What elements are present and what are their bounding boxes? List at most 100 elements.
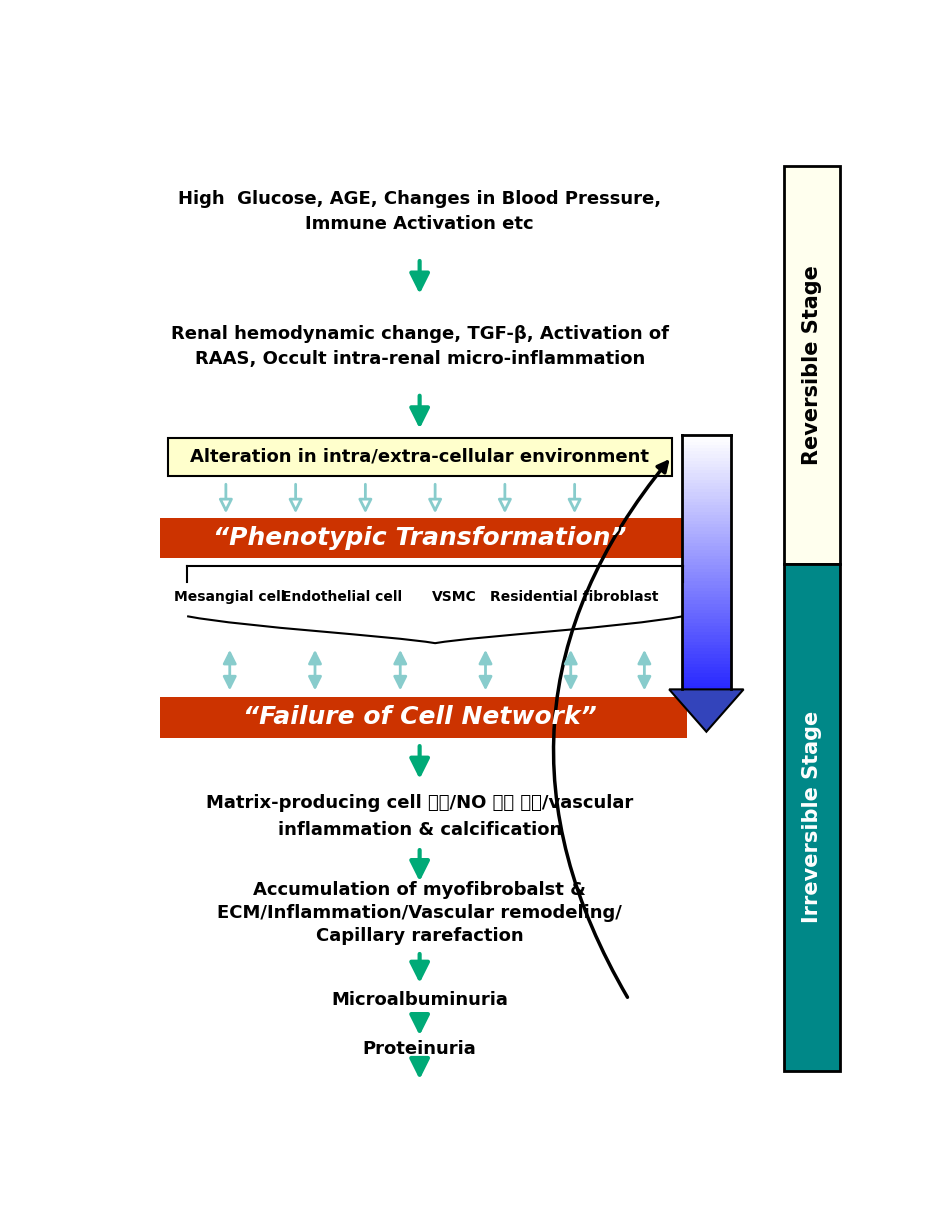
Bar: [682, 601, 731, 604]
Bar: [682, 661, 731, 664]
Text: Capillary rarefaction: Capillary rarefaction: [316, 927, 523, 945]
Bar: [682, 490, 731, 493]
Bar: [682, 617, 731, 620]
Bar: [682, 540, 731, 543]
Bar: [682, 537, 731, 541]
Bar: [682, 505, 731, 509]
Bar: [682, 512, 731, 515]
Text: “Failure of Cell Network”: “Failure of Cell Network”: [243, 706, 596, 729]
Bar: [160, 519, 687, 558]
Bar: [682, 438, 731, 442]
Bar: [682, 686, 731, 690]
Text: “Phenotypic Transformation”: “Phenotypic Transformation”: [213, 526, 626, 551]
Bar: [682, 607, 731, 610]
Bar: [682, 658, 731, 661]
Bar: [682, 664, 731, 668]
Bar: [682, 470, 731, 474]
Bar: [682, 448, 731, 452]
Text: Matrix-producing cell 증가/NO 합성 감소/vascular: Matrix-producing cell 증가/NO 합성 감소/vascul…: [206, 794, 633, 812]
Text: ECM/Inflammation/Vascular remodeling/: ECM/Inflammation/Vascular remodeling/: [217, 904, 622, 922]
Bar: [682, 619, 731, 623]
Bar: [682, 639, 731, 642]
Bar: [682, 518, 731, 521]
Bar: [784, 564, 839, 1071]
Bar: [682, 435, 731, 438]
Bar: [682, 556, 731, 559]
Bar: [682, 451, 731, 454]
Bar: [682, 476, 731, 480]
Bar: [682, 581, 731, 585]
Bar: [682, 466, 731, 470]
Bar: [682, 553, 731, 557]
FancyArrowPatch shape: [553, 462, 668, 998]
Bar: [682, 474, 731, 477]
Bar: [682, 591, 731, 595]
Bar: [682, 587, 731, 591]
Text: Endothelial cell: Endothelial cell: [282, 590, 402, 604]
Bar: [682, 569, 731, 573]
Text: Residential fibroblast: Residential fibroblast: [490, 590, 659, 604]
Bar: [682, 515, 731, 518]
Bar: [682, 654, 731, 658]
Bar: [682, 496, 731, 499]
Text: High  Glucose, AGE, Changes in Blood Pressure,
Immune Activation etc: High Glucose, AGE, Changes in Blood Pres…: [178, 190, 661, 233]
Bar: [682, 486, 731, 490]
Text: VSMC: VSMC: [432, 590, 477, 604]
Text: Reversible Stage: Reversible Stage: [802, 265, 822, 465]
Bar: [682, 460, 731, 464]
Text: Proteinuria: Proteinuria: [362, 1040, 476, 1057]
Bar: [682, 629, 731, 632]
Bar: [682, 575, 731, 579]
Bar: [682, 610, 731, 613]
Text: Irreversible Stage: Irreversible Stage: [802, 711, 822, 923]
Text: Renal hemodynamic change, TGF-β, Activation of
RAAS, Occult intra-renal micro-in: Renal hemodynamic change, TGF-β, Activat…: [171, 325, 669, 369]
Bar: [682, 527, 731, 531]
Bar: [682, 524, 731, 527]
Bar: [682, 579, 731, 581]
Bar: [682, 674, 731, 678]
Bar: [168, 437, 671, 476]
Bar: [682, 676, 731, 680]
Bar: [682, 531, 731, 534]
Bar: [682, 642, 731, 645]
Text: Mesangial cell: Mesangial cell: [174, 590, 285, 604]
Bar: [682, 549, 731, 553]
Bar: [682, 680, 731, 684]
Bar: [682, 543, 731, 547]
Bar: [682, 613, 731, 617]
Text: Alteration in intra/extra-cellular environment: Alteration in intra/extra-cellular envir…: [190, 448, 649, 466]
Bar: [682, 683, 731, 686]
Bar: [160, 697, 687, 737]
Bar: [682, 585, 731, 589]
Bar: [682, 626, 731, 629]
Bar: [682, 645, 731, 648]
Bar: [682, 651, 731, 654]
Bar: [682, 595, 731, 597]
Bar: [682, 464, 731, 468]
Bar: [682, 565, 731, 569]
Bar: [682, 648, 731, 652]
Bar: [682, 623, 731, 626]
Bar: [682, 521, 731, 525]
Bar: [682, 670, 731, 674]
Bar: [682, 559, 731, 563]
Bar: [682, 635, 731, 639]
Bar: [682, 508, 731, 512]
Bar: [682, 502, 731, 505]
Bar: [682, 632, 731, 636]
Bar: [682, 442, 731, 446]
Bar: [682, 484, 731, 486]
Bar: [682, 534, 731, 537]
Bar: [682, 499, 731, 502]
Bar: [682, 571, 731, 575]
Polygon shape: [670, 690, 744, 731]
Bar: [682, 603, 731, 607]
Bar: [682, 458, 731, 462]
Bar: [682, 444, 731, 448]
Bar: [682, 597, 731, 601]
Bar: [682, 667, 731, 670]
Bar: [682, 480, 731, 484]
Bar: [682, 454, 731, 458]
Bar: [784, 166, 839, 564]
Bar: [682, 547, 731, 549]
